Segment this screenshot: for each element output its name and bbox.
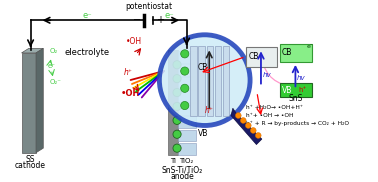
Text: VB: VB [282,86,292,95]
Text: O₂: O₂ [50,48,58,54]
FancyBboxPatch shape [178,103,196,115]
Text: •OH: •OH [121,89,140,98]
Text: h⁺: h⁺ [205,106,214,115]
Text: h⁺ + R → by-products → CO₂ + H₂O: h⁺ + R → by-products → CO₂ + H₂O [246,121,349,126]
Circle shape [181,67,189,75]
FancyBboxPatch shape [178,130,196,141]
FancyBboxPatch shape [178,116,196,128]
Polygon shape [231,108,262,145]
Circle shape [173,61,181,69]
Circle shape [181,84,189,92]
Text: CB: CB [282,48,292,58]
Text: e⁻: e⁻ [48,63,56,69]
Circle shape [250,128,256,133]
Polygon shape [22,48,43,53]
Circle shape [240,118,246,123]
FancyBboxPatch shape [198,46,205,116]
FancyBboxPatch shape [206,46,213,116]
Text: −: − [133,15,141,25]
Polygon shape [22,53,36,153]
Text: e⁻: e⁻ [82,11,92,19]
Circle shape [173,116,181,124]
FancyBboxPatch shape [190,46,197,116]
Text: anode: anode [170,172,194,181]
Circle shape [235,113,241,118]
Text: Ti: Ti [170,158,176,164]
Text: e⁻: e⁻ [306,44,313,49]
Circle shape [173,75,181,83]
Text: •OH: •OH [126,37,142,46]
FancyBboxPatch shape [178,90,196,102]
Circle shape [173,144,181,152]
Text: hv: hv [297,75,306,81]
Text: +: + [156,15,164,25]
Text: e⁻: e⁻ [165,11,175,19]
FancyBboxPatch shape [280,83,312,97]
FancyBboxPatch shape [215,46,221,116]
FancyBboxPatch shape [246,47,277,67]
Polygon shape [36,48,43,153]
FancyBboxPatch shape [280,44,312,62]
Text: SnS-Ti/TiO₂: SnS-Ti/TiO₂ [161,165,203,174]
Text: h⁺+ •OH → •OH: h⁺+ •OH → •OH [246,113,293,118]
Text: h⁺: h⁺ [124,68,133,77]
FancyBboxPatch shape [169,50,178,155]
Circle shape [173,88,181,97]
Text: potentiostat: potentiostat [125,2,172,11]
FancyBboxPatch shape [178,51,196,63]
Text: TiO₂: TiO₂ [180,158,194,164]
Text: VB: VB [197,129,208,138]
FancyBboxPatch shape [178,64,196,76]
Text: electrolyte: electrolyte [64,48,109,58]
Text: h⁺ +H₂O→ •OH+H⁺: h⁺ +H₂O→ •OH+H⁺ [246,105,302,110]
Text: O₂⁻: O₂⁻ [50,79,62,85]
Text: SS: SS [26,155,35,164]
Text: h⁺: h⁺ [298,87,307,93]
FancyBboxPatch shape [178,143,196,155]
FancyBboxPatch shape [223,46,229,116]
Text: CB: CB [248,52,259,61]
Circle shape [181,101,189,110]
Text: SnS: SnS [289,94,303,103]
Circle shape [160,35,250,126]
Text: hv: hv [263,72,271,78]
Text: cathode: cathode [15,161,46,170]
Circle shape [181,50,189,58]
Text: CB: CB [197,63,208,72]
Circle shape [245,123,251,128]
Circle shape [255,132,261,138]
Circle shape [173,130,181,138]
FancyBboxPatch shape [178,77,196,89]
FancyArrowPatch shape [262,61,293,86]
Circle shape [173,102,181,110]
